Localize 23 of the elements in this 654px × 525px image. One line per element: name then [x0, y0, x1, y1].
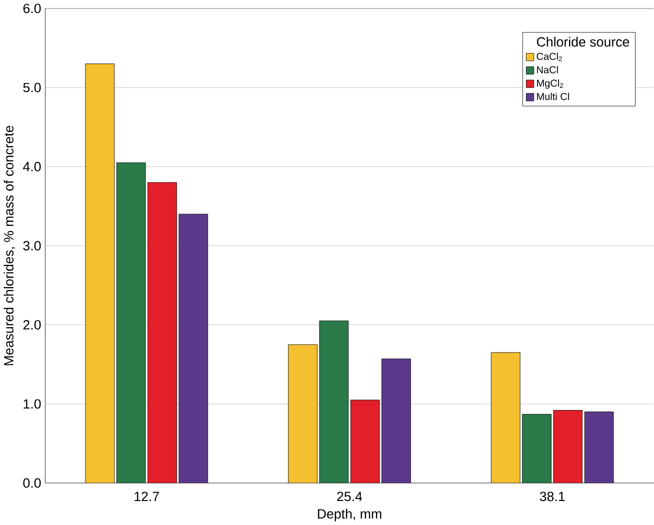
- legend-label: CaCl$_{2}$: [536, 52, 562, 62]
- y-tick-label: 5.0: [23, 82, 41, 92]
- x-tick-label: 25.4: [337, 492, 362, 502]
- bar: [288, 344, 318, 484]
- x-tick-label: 12.7: [134, 492, 159, 502]
- y-tick-label: 6.0: [23, 4, 41, 14]
- legend-label: Multi Cl: [537, 92, 569, 100]
- bar: [522, 414, 552, 484]
- bar: [116, 162, 146, 484]
- y-tick-label: 4.0: [23, 162, 41, 172]
- bar: [490, 352, 520, 484]
- legend-title: Chloride source: [536, 36, 630, 47]
- legend-label: NaCl: [537, 66, 558, 74]
- y-tick-label: 3.0: [23, 241, 41, 250]
- x-tick-label: 38.1: [540, 492, 565, 502]
- bar: [319, 320, 348, 484]
- x-axis-title: Depth, mm: [318, 508, 382, 522]
- y-tick-label: 2.0: [23, 320, 41, 330]
- y-tick-label: 1.0: [24, 399, 41, 409]
- y-axis-title: Measured chlorides, % mass of concrete: [4, 126, 16, 366]
- y-tick-label: 0.0: [23, 478, 41, 488]
- legend-label: MgCl$_{2}$: [537, 79, 564, 89]
- bar: [85, 64, 114, 484]
